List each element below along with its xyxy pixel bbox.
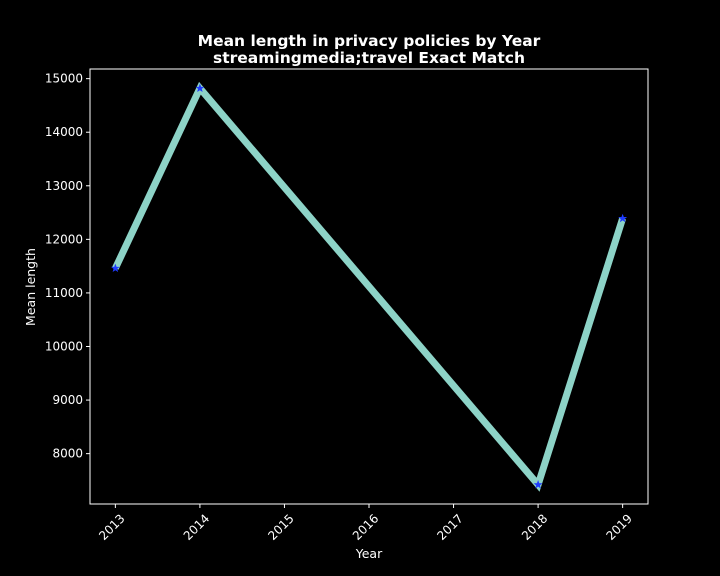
x-tick-label-2018: 2018 xyxy=(519,511,550,542)
y-axis-label: Mean length xyxy=(23,248,38,326)
data-point-2013 xyxy=(110,263,120,273)
series-line-0 xyxy=(112,81,626,492)
data-point-2019 xyxy=(618,213,628,223)
chart-subtitle: streamingmedia;travel Exact Match xyxy=(213,49,525,67)
x-tick-label-2013: 2013 xyxy=(96,511,127,542)
y-tick-label-14000: 14000 xyxy=(45,125,83,139)
chart-title: Mean length in privacy policies by Year xyxy=(198,32,541,50)
x-axis-ticks: 2013 2014 2015 2016 2017 2018 2019 xyxy=(96,504,635,543)
data-point-2018 xyxy=(533,480,543,489)
x-tick-label-2015: 2015 xyxy=(265,511,296,542)
x-tick-label-2019: 2019 xyxy=(603,511,634,542)
x-axis-label: Year xyxy=(355,546,383,561)
x-tick-label-2014: 2014 xyxy=(181,511,212,542)
y-tick-label-9000: 9000 xyxy=(52,393,83,407)
y-tick-label-13000: 13000 xyxy=(45,179,83,193)
x-tick-label-2017: 2017 xyxy=(434,511,465,542)
y-axis-ticks: 8000 9000 10000 11000 12000 13000 14000 15000 xyxy=(45,72,90,461)
series-layer xyxy=(110,81,628,492)
y-tick-label-15000: 15000 xyxy=(45,72,83,86)
y-tick-label-11000: 11000 xyxy=(45,286,83,300)
y-tick-label-12000: 12000 xyxy=(45,232,83,246)
y-tick-label-8000: 8000 xyxy=(52,447,83,461)
x-tick-label-2016: 2016 xyxy=(350,511,381,542)
y-tick-label-10000: 10000 xyxy=(45,340,83,354)
plot-area-frame xyxy=(89,68,649,505)
data-point-2014 xyxy=(195,83,205,93)
